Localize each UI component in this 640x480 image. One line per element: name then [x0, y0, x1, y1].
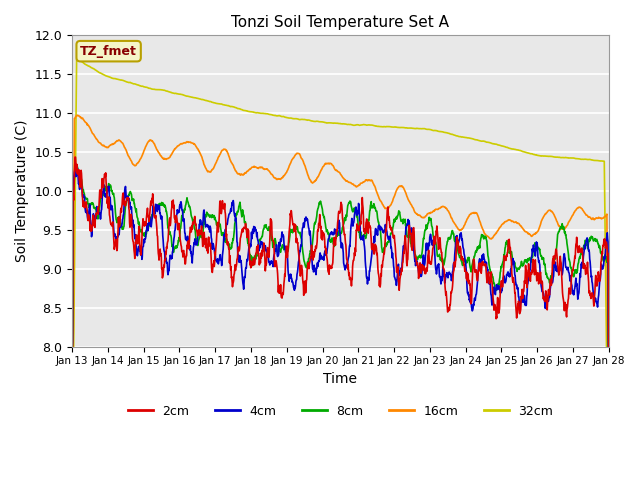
- 2cm: [605, 344, 612, 349]
- 2cm: [248, 262, 256, 267]
- Title: Tonzi Soil Temperature Set A: Tonzi Soil Temperature Set A: [232, 15, 449, 30]
- 32cm: [541, 153, 549, 159]
- Y-axis label: Soil Temperature (C): Soil Temperature (C): [15, 120, 29, 262]
- 8cm: [188, 215, 196, 220]
- 8cm: [424, 220, 432, 226]
- 8cm: [175, 239, 182, 244]
- 8cm: [605, 344, 612, 349]
- 2cm: [541, 295, 549, 301]
- 16cm: [73, 112, 81, 118]
- 16cm: [68, 344, 76, 349]
- 2cm: [71, 154, 79, 160]
- 2cm: [188, 223, 196, 228]
- 2cm: [175, 220, 182, 226]
- 16cm: [424, 211, 432, 216]
- Line: 8cm: 8cm: [72, 167, 609, 347]
- 32cm: [175, 91, 182, 97]
- 4cm: [605, 344, 612, 349]
- 32cm: [248, 109, 256, 115]
- 32cm: [73, 56, 81, 62]
- 32cm: [605, 344, 612, 349]
- 8cm: [248, 256, 256, 262]
- 16cm: [248, 164, 256, 170]
- Line: 32cm: 32cm: [72, 59, 609, 347]
- 4cm: [424, 246, 432, 252]
- 8cm: [74, 164, 81, 169]
- 16cm: [494, 228, 502, 234]
- 16cm: [175, 143, 182, 148]
- 4cm: [494, 286, 502, 292]
- 16cm: [188, 140, 196, 146]
- 2cm: [424, 253, 432, 259]
- 8cm: [494, 282, 502, 288]
- Text: TZ_fmet: TZ_fmet: [80, 45, 137, 58]
- Line: 2cm: 2cm: [72, 157, 609, 347]
- 8cm: [68, 344, 76, 349]
- 4cm: [68, 344, 76, 349]
- 4cm: [74, 166, 81, 171]
- Line: 16cm: 16cm: [72, 115, 609, 347]
- 32cm: [494, 142, 502, 148]
- Line: 4cm: 4cm: [72, 168, 609, 347]
- 4cm: [188, 254, 196, 260]
- Legend: 2cm, 4cm, 8cm, 16cm, 32cm: 2cm, 4cm, 8cm, 16cm, 32cm: [122, 400, 558, 423]
- 4cm: [541, 305, 549, 311]
- 32cm: [68, 344, 76, 349]
- 16cm: [605, 344, 612, 349]
- 32cm: [424, 127, 432, 132]
- 2cm: [68, 344, 76, 349]
- 16cm: [541, 211, 549, 217]
- 2cm: [494, 298, 502, 304]
- 4cm: [175, 208, 182, 214]
- X-axis label: Time: Time: [323, 372, 358, 386]
- 4cm: [248, 236, 256, 241]
- 8cm: [541, 265, 549, 271]
- 32cm: [188, 95, 196, 100]
